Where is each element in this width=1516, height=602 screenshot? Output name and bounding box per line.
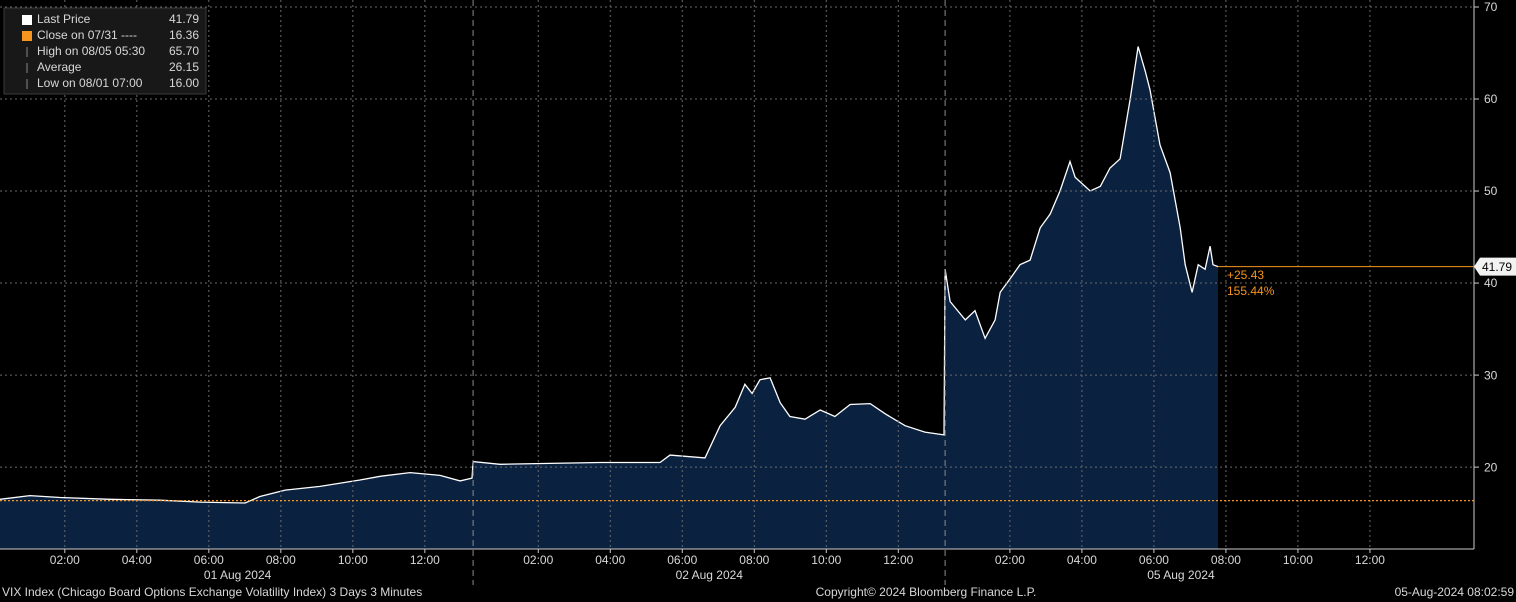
x-tick-label: 04:00	[1067, 553, 1097, 567]
copyright: Copyright© 2024 Bloomberg Finance L.P.	[816, 585, 1037, 599]
chart-title: VIX Index (Chicago Board Options Exchang…	[2, 585, 422, 599]
x-tick-label: 12:00	[883, 553, 913, 567]
y-tick-label: 70	[1484, 0, 1498, 14]
legend-label: Close on 07/31 ----	[37, 28, 137, 42]
x-tick-label: 12:00	[410, 553, 440, 567]
x-tick-label: 06:00	[194, 553, 224, 567]
y-tick-label: 30	[1484, 368, 1498, 382]
change-label: +25.43	[1227, 268, 1264, 282]
change-pct-label: 155.44%	[1227, 284, 1275, 298]
last-price-label: 41.79	[1482, 260, 1512, 274]
x-tick-label: 08:00	[1211, 553, 1241, 567]
legend-label: Average	[37, 60, 82, 74]
x-tick-label: 12:00	[1355, 553, 1385, 567]
legend-label: Low on 08/01 07:00	[37, 76, 143, 90]
legend-value: 41.79	[169, 12, 199, 26]
y-tick-label: 50	[1484, 184, 1498, 198]
x-tick-label: 02:00	[523, 553, 553, 567]
day-label: 01 Aug 2024	[204, 568, 272, 582]
legend-value: 16.36	[169, 28, 199, 42]
day-label: 05 Aug 2024	[1147, 568, 1215, 582]
legend-label: Last Price	[37, 12, 91, 26]
x-tick-label: 02:00	[995, 553, 1025, 567]
legend-value: 65.70	[169, 44, 199, 58]
x-tick-label: 06:00	[667, 553, 697, 567]
area	[0, 46, 1218, 549]
x-tick-label: 10:00	[338, 553, 368, 567]
legend-swatch	[22, 15, 32, 25]
timestamp: 05-Aug-2024 08:02:59	[1395, 585, 1515, 599]
y-tick-label: 60	[1484, 92, 1498, 106]
legend-value: 26.15	[169, 60, 199, 74]
x-tick-label: 02:00	[50, 553, 80, 567]
y-tick-label: 40	[1484, 276, 1498, 290]
legend-label: High on 08/05 05:30	[37, 44, 145, 58]
x-tick-label: 10:00	[1283, 553, 1313, 567]
day-label: 02 Aug 2024	[676, 568, 744, 582]
x-tick-label: 06:00	[1139, 553, 1169, 567]
last-price-tag	[1474, 257, 1516, 276]
x-tick-label: 08:00	[739, 553, 769, 567]
x-tick-label: 04:00	[122, 553, 152, 567]
y-tick-label: 20	[1484, 460, 1498, 474]
x-tick-label: 10:00	[811, 553, 841, 567]
x-tick-label: 08:00	[266, 553, 296, 567]
legend-swatch	[22, 31, 32, 41]
legend-value: 16.00	[169, 76, 199, 90]
price-line	[0, 46, 1219, 504]
x-tick-label: 04:00	[595, 553, 625, 567]
legend-box	[3, 7, 207, 95]
